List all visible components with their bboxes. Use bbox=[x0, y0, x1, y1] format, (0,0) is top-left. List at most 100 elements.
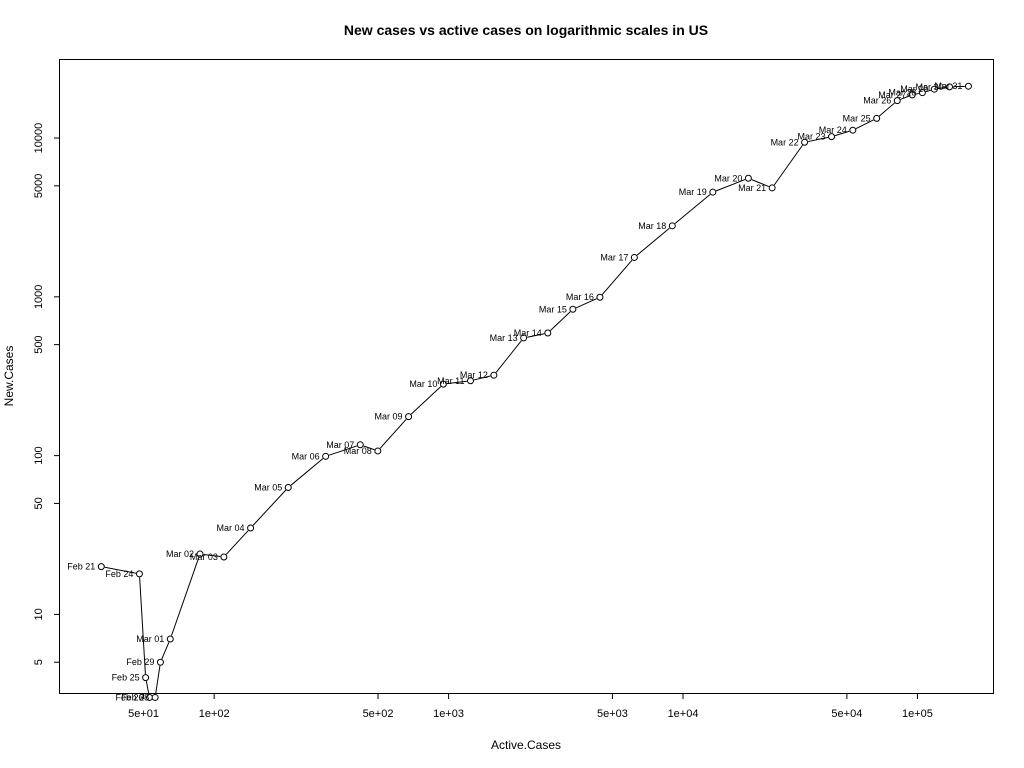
series-segment bbox=[252, 489, 287, 526]
data-point bbox=[768, 184, 776, 192]
data-point bbox=[828, 133, 836, 141]
data-label: Mar 25 bbox=[843, 113, 871, 123]
data-label: Mar 10 bbox=[409, 379, 437, 389]
data-point bbox=[908, 91, 916, 99]
series-segment bbox=[139, 577, 146, 675]
data-point bbox=[946, 83, 954, 91]
data-point bbox=[596, 293, 604, 301]
data-label: Mar 27 bbox=[878, 90, 906, 100]
series-segment bbox=[925, 89, 931, 93]
y-tick-label: 10000 bbox=[33, 123, 45, 154]
data-label: Feb 24 bbox=[105, 569, 133, 579]
series-segment bbox=[145, 681, 150, 695]
data-label: Mar 08 bbox=[344, 446, 372, 456]
data-point bbox=[196, 550, 204, 558]
data-point bbox=[142, 674, 150, 682]
series-segment bbox=[715, 179, 746, 192]
data-point bbox=[873, 114, 881, 122]
series-segment bbox=[636, 227, 670, 256]
data-label: Mar 12 bbox=[460, 370, 488, 380]
data-point bbox=[220, 553, 228, 561]
series-segment bbox=[155, 665, 161, 694]
y-tick-label: 5 bbox=[33, 659, 45, 665]
data-point bbox=[405, 413, 413, 421]
series-segment bbox=[363, 445, 375, 451]
data-point bbox=[520, 334, 528, 342]
data-label: Mar 01 bbox=[136, 634, 164, 644]
data-label: Feb 21 bbox=[67, 562, 95, 572]
series-segment bbox=[527, 333, 545, 338]
series-segment bbox=[550, 311, 571, 331]
data-point bbox=[322, 452, 330, 460]
data-label: Mar 04 bbox=[217, 523, 245, 533]
data-point bbox=[544, 329, 552, 337]
data-label: Mar 13 bbox=[490, 333, 518, 343]
x-tick-label: 1e+03 bbox=[433, 708, 464, 720]
y-tick-label: 100 bbox=[33, 446, 45, 464]
data-point bbox=[356, 441, 364, 449]
series-segment bbox=[855, 119, 874, 130]
data-point bbox=[439, 380, 447, 388]
series-segment bbox=[161, 642, 170, 660]
data-label: Mar 29 bbox=[900, 84, 928, 94]
y-tick-label: 5000 bbox=[33, 174, 45, 198]
data-label: Mar 18 bbox=[638, 221, 666, 231]
data-point bbox=[156, 658, 164, 666]
series-segment bbox=[203, 553, 221, 558]
data-point bbox=[135, 570, 143, 578]
data-point bbox=[97, 563, 105, 571]
x-tick-label: 5e+01 bbox=[128, 708, 159, 720]
data-points bbox=[97, 82, 972, 701]
data-point bbox=[490, 371, 498, 379]
data-label: Mar 02 bbox=[166, 549, 194, 559]
data-label: Mar 22 bbox=[771, 137, 799, 147]
series-segment bbox=[495, 340, 522, 373]
data-label: Feb 25 bbox=[112, 673, 140, 683]
data-label: Mar 28 bbox=[888, 88, 916, 98]
x-tick-label: 1e+04 bbox=[668, 708, 699, 720]
data-label: Mar 31 bbox=[934, 81, 962, 91]
data-point bbox=[744, 174, 752, 182]
series-segment bbox=[225, 530, 249, 555]
chart-title: New cases vs active cases on logarithmic… bbox=[344, 22, 708, 38]
data-label: Mar 16 bbox=[566, 292, 594, 302]
y-tick-label: 50 bbox=[33, 497, 45, 509]
data-point bbox=[284, 483, 292, 491]
x-tick-label: 5e+02 bbox=[363, 708, 394, 720]
series-segment bbox=[104, 566, 136, 574]
data-point bbox=[668, 222, 676, 230]
plot-frame bbox=[59, 59, 994, 694]
data-label: Mar 14 bbox=[514, 328, 542, 338]
data-label: Mar 23 bbox=[798, 132, 826, 142]
series-segment bbox=[601, 259, 633, 295]
data-point bbox=[466, 377, 474, 385]
series-segment bbox=[937, 86, 947, 90]
series-segment bbox=[473, 375, 491, 381]
series-segment bbox=[915, 92, 920, 95]
series-segment bbox=[171, 557, 200, 636]
x-tick-label: 1e+05 bbox=[902, 708, 933, 720]
data-label: Mar 06 bbox=[292, 451, 320, 461]
data-label: Feb 29 bbox=[126, 657, 154, 667]
series-segment bbox=[328, 445, 358, 456]
data-label: Feb 26 bbox=[115, 692, 143, 702]
data-point bbox=[930, 85, 938, 93]
data-label: Mar 26 bbox=[863, 96, 891, 106]
series-segment bbox=[290, 458, 324, 486]
series-segment bbox=[900, 95, 910, 100]
series-segment bbox=[410, 386, 442, 415]
data-point bbox=[918, 89, 926, 97]
data-label: Mar 17 bbox=[600, 252, 628, 262]
y-axis-title: New.Cases bbox=[2, 346, 16, 407]
x-axis: 5e+01 1e+02 5e+02 1e+03 5e+03 1e+04 5e+04 1e+05 bbox=[128, 693, 933, 720]
data-point bbox=[630, 253, 638, 261]
data-point bbox=[801, 138, 809, 146]
x-axis-title: Active.Cases bbox=[491, 738, 561, 752]
data-point bbox=[374, 447, 382, 455]
data-label: Mar 21 bbox=[738, 183, 766, 193]
series-segment bbox=[808, 136, 829, 143]
series-segment bbox=[834, 130, 850, 137]
data-point bbox=[247, 524, 255, 532]
